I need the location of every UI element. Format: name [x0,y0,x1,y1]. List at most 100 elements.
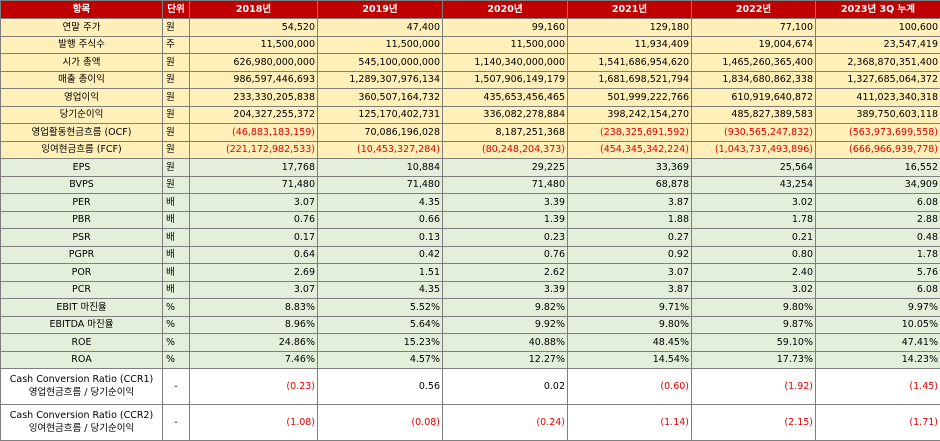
row-label-line1: Cash Conversion Ratio (CCR2) [9,409,154,421]
value-cell: 0.56 [317,368,443,405]
value-cell: 14.23% [815,350,940,369]
value-cell: 48.45% [567,333,692,352]
row-unit: 배 [162,210,190,229]
value-cell: 47,400 [317,18,443,37]
row-unit: 원 [162,18,190,37]
table-row: ROE% 24.86% 15.23% 40.88% 48.45% 59.10% 47.41% [0,333,940,352]
value-cell: 233,330,205,838 [189,88,318,107]
value-cell: 204,327,255,372 [189,105,318,124]
value-cell: 1,465,260,365,400 [691,53,816,72]
value-cell: 1.78 [815,245,940,264]
value-cell: 100,600 [815,18,940,37]
value-cell: 1,834,680,862,338 [691,70,816,89]
value-cell: 389,750,603,118 [815,105,940,124]
value-cell: 9.71% [567,298,692,317]
table-row: EBITDA 마진율% 8.96% 5.64% 9.92% 9.80% 9.87% 10.0… [0,315,940,334]
row-label: PBR [0,210,163,229]
value-cell: 9.92% [442,315,568,334]
row-label: 연말 주가 [0,18,163,37]
value-cell: 8,187,251,368 [442,123,568,142]
value-cell: 2.69 [189,263,318,282]
table-row: 잉여현금흐름 (FCF) 원 (221,172,982,533) (10,453,32… [0,140,940,159]
table-row: 연말 주가 원 54,520 47,400 99,160 129,180 77,100 100… [0,18,940,37]
row-label: 발행 주식수 [0,35,163,54]
column-header: 2018년 [189,0,318,19]
table-row: PBR 배 0.76 0.66 1.39 1.88 1.78 2.88 [0,210,940,229]
row-unit: % [162,298,190,317]
value-cell: 2.40 [691,263,816,282]
value-cell: 1.39 [442,210,568,229]
value-cell: 1,289,307,976,134 [317,70,443,89]
value-cell: 1.88 [567,210,692,229]
value-cell: 9.80% [567,315,692,334]
value-cell: (0.60) [567,368,692,405]
table-row: 영업이익 원 233,330,205,838 360,507,164,732 435,6… [0,88,940,107]
value-cell: (1.71) [815,404,940,441]
value-cell: 3.02 [691,280,816,299]
table-row: ROA% 7.46% 4.57% 12.27% 14.54% 17.73% 14.23% [0,350,940,369]
row-unit: 배 [162,228,190,247]
table-row: POR 배 2.69 1.51 2.62 3.07 2.40 5.76 [0,263,940,282]
value-cell: 485,827,389,583 [691,105,816,124]
table-row: Cash Conversion Ratio (CCR2) 잉여현금흐름 / 당기순… [0,404,940,441]
row-unit: - [162,404,190,441]
value-cell: 398,242,154,270 [567,105,692,124]
row-label: 시가 총액 [0,53,163,72]
value-cell: 1,507,906,149,179 [442,70,568,89]
value-cell: (0.08) [317,404,443,441]
value-cell: 8.83% [189,298,318,317]
value-cell: 545,100,000,000 [317,53,443,72]
row-unit: 배 [162,280,190,299]
value-cell: (221,172,982,533) [189,140,318,159]
row-label: Cash Conversion Ratio (CCR1) 영업현금흐름 / 당기순… [0,368,163,405]
value-cell: 0.23 [442,228,568,247]
table-row: 당기순이익 원 204,327,255,372 125,170,402,731 336,… [0,105,940,124]
value-cell: 9.97% [815,298,940,317]
row-label: 영업이익 [0,88,163,107]
column-header: 항목 [0,0,163,19]
value-cell: 71,480 [189,175,318,194]
value-cell: 0.48 [815,228,940,247]
value-cell: (238,325,691,592) [567,123,692,142]
value-cell: 5.76 [815,263,940,282]
table-row: EPS 원 17,768 10,884 29,225 33,369 25,564 16,552 [0,158,940,177]
value-cell: 0.80 [691,245,816,264]
value-cell: 9.82% [442,298,568,317]
row-unit: 원 [162,158,190,177]
value-cell: 68,878 [567,175,692,194]
value-cell: (454,345,342,224) [567,140,692,159]
table-row: PCR 배 3.07 4.35 3.39 3.87 3.02 6.08 [0,280,940,299]
column-header: 2023년 3Q 누계 [815,0,940,19]
value-cell: (2.15) [691,404,816,441]
table-row: 발행 주식수 주 11,500,000 11,500,000 11,500,000 11,… [0,35,940,54]
header-row: 항목 단위 2018년 2019년 2020년 2021년 2022년 2023년 3Q 누계 [0,0,940,19]
value-cell: (10,453,327,284) [317,140,443,159]
value-cell: 3.07 [189,193,318,212]
row-unit: 주 [162,35,190,54]
value-cell: 9.87% [691,315,816,334]
row-unit: - [162,368,190,405]
row-unit: 원 [162,105,190,124]
value-cell: 25,564 [691,158,816,177]
row-label: PCR [0,280,163,299]
value-cell: (1,043,737,493,896) [691,140,816,159]
table-row: 영업활동현금흐름 (OCF) 원 (46,883,183,159) 70,086,19… [0,123,940,142]
value-cell: 43,254 [691,175,816,194]
value-cell: 1,681,698,521,794 [567,70,692,89]
row-label: PSR [0,228,163,247]
column-header: 단위 [162,0,190,19]
row-unit: 원 [162,175,190,194]
row-label: 당기순이익 [0,105,163,124]
column-header: 2020년 [442,0,568,19]
value-cell: 1.51 [317,263,443,282]
value-cell: 11,934,409 [567,35,692,54]
row-unit: % [162,315,190,334]
table-row: PGPR 배 0.64 0.42 0.76 0.92 0.80 1.78 [0,245,940,264]
value-cell: (46,883,183,159) [189,123,318,142]
row-unit: 원 [162,140,190,159]
table-row: 시가 총액 원 626,980,000,000 545,100,000,000 1,14… [0,53,940,72]
row-label: BVPS [0,175,163,194]
row-unit: 원 [162,123,190,142]
value-cell: 24.86% [189,333,318,352]
value-cell: 3.02 [691,193,816,212]
